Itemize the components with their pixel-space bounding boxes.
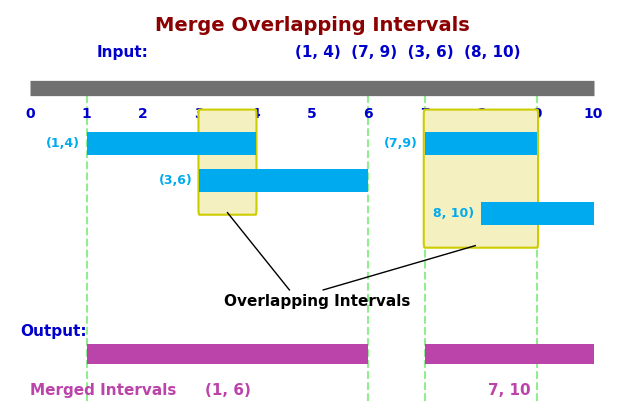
Text: 1: 1	[82, 107, 92, 120]
Bar	[86, 344, 368, 364]
Text: 7: 7	[420, 107, 429, 120]
Text: 2: 2	[138, 107, 148, 120]
Text: Overlapping Intervals: Overlapping Intervals	[225, 294, 411, 309]
FancyBboxPatch shape	[424, 110, 538, 248]
Text: (3,6): (3,6)	[159, 174, 193, 187]
Text: (1, 4)  (7, 9)  (3, 6)  (8, 10): (1, 4) (7, 9) (3, 6) (8, 10)	[295, 45, 520, 61]
Text: 10: 10	[584, 107, 604, 120]
Bar	[424, 132, 537, 155]
Text: Output:: Output:	[20, 324, 86, 339]
Bar	[199, 169, 368, 192]
Text: 5: 5	[307, 107, 317, 120]
Text: Merged Intervals: Merged Intervals	[30, 383, 177, 398]
Bar	[481, 203, 593, 225]
Text: (7,9): (7,9)	[384, 137, 418, 150]
Text: Merge Overlapping Intervals: Merge Overlapping Intervals	[155, 16, 469, 35]
Text: (1,4): (1,4)	[46, 137, 80, 150]
Text: 7, 10: 7, 10	[488, 383, 531, 398]
Text: 0: 0	[26, 107, 35, 120]
Text: (1, 6): (1, 6)	[205, 383, 250, 398]
Text: 9: 9	[532, 107, 542, 120]
Bar	[86, 132, 255, 155]
Text: 6: 6	[364, 107, 373, 120]
Text: Input:: Input:	[97, 45, 148, 61]
Text: 8, 10): 8, 10)	[433, 207, 474, 220]
Text: 4: 4	[251, 107, 260, 120]
Bar	[424, 344, 593, 364]
FancyBboxPatch shape	[198, 110, 257, 215]
Text: 3: 3	[195, 107, 204, 120]
Text: 8: 8	[476, 107, 486, 120]
